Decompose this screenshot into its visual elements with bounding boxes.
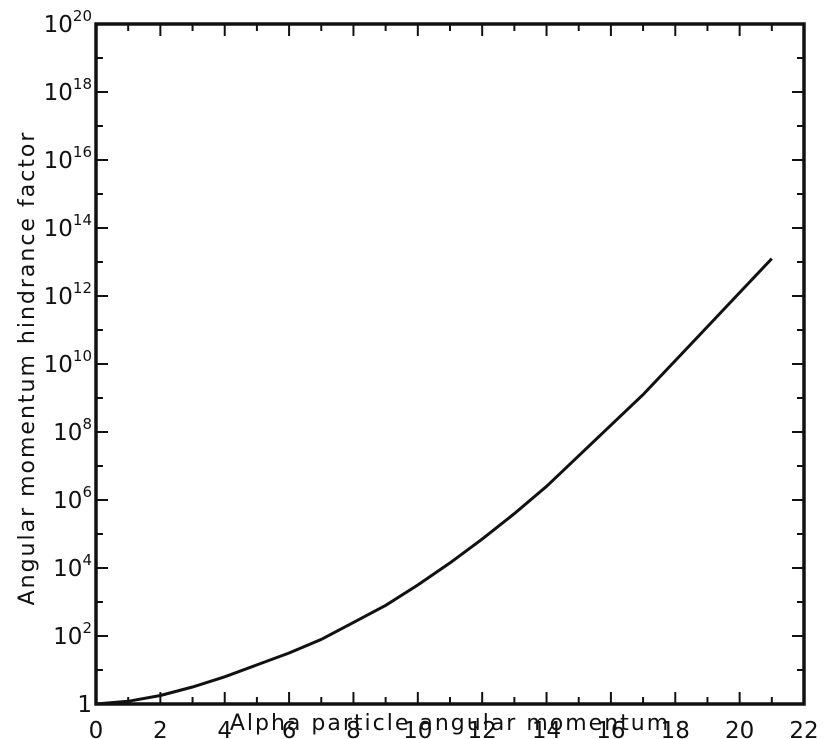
y-tick-label: 106 <box>53 483 92 514</box>
y-tick-label: 1012 <box>44 279 92 310</box>
ticks-layer <box>95 23 805 705</box>
x-tick-label: 2 <box>153 718 168 739</box>
series-line <box>95 257 773 706</box>
y-axis-title: Angular momentum hindrance factor <box>15 131 40 606</box>
x-tick-label: 16 <box>596 718 625 739</box>
x-tick-label: 4 <box>217 718 232 739</box>
labels-layer: 0 2 4 6 8 10 12 14 16 18 20 22110210410610810101012… <box>44 7 819 739</box>
x-tick-label: 14 <box>532 718 561 739</box>
y-tick-label: 1010 <box>44 347 92 378</box>
x-tick-label: 8 <box>346 718 361 739</box>
y-tick-label: 1018 <box>44 75 92 106</box>
curve-layer <box>95 257 773 706</box>
y-tick-label: 102 <box>53 619 92 650</box>
x-tick-label: 6 <box>282 718 297 739</box>
y-tick-label: 1014 <box>44 211 92 242</box>
y-tick-label: 1016 <box>44 143 92 174</box>
y-tick-label: 104 <box>53 551 92 582</box>
y-tick-label: 108 <box>53 415 92 446</box>
x-tick-label: 22 <box>789 718 818 739</box>
y-tick-label: 1020 <box>44 7 92 38</box>
x-tick-label: 10 <box>403 718 432 739</box>
x-tick-label: 18 <box>661 718 690 739</box>
x-tick-label: 20 <box>725 718 754 739</box>
x-tick-label: 12 <box>468 718 497 739</box>
plot-frame <box>94 22 806 706</box>
y-tick-label: 1 <box>77 692 92 718</box>
x-tick-label: 0 <box>89 718 104 739</box>
x-axis-title: Alpha particle angular momentum <box>230 711 670 736</box>
